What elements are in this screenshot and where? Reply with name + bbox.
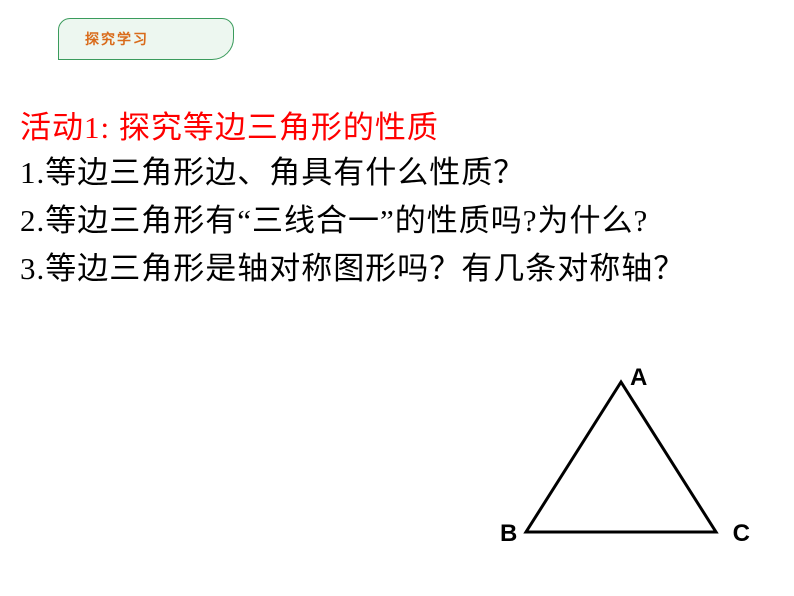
triangle-svg — [506, 372, 736, 552]
question-2: 2.等边三角形有“三线合一”的性质吗?为什么? — [20, 197, 774, 245]
activity-title: 活动1: 探究等边三角形的性质 — [20, 106, 774, 149]
vertex-label-b: B — [500, 520, 517, 548]
content-area: 活动1: 探究等边三角形的性质 1.等边三角形边、角具有什么性质？ 2.等边三角… — [20, 106, 774, 294]
vertex-label-a: A — [630, 364, 647, 392]
triangle-diagram: A B C — [506, 372, 736, 552]
vertex-label-c: C — [733, 520, 750, 548]
question-3: 3.等边三角形是轴对称图形吗？有几条对称轴？ — [20, 245, 774, 293]
triangle-shape — [526, 382, 716, 532]
question-1: 1.等边三角形边、角具有什么性质？ — [20, 149, 774, 197]
badge-label: 探究学习 — [85, 29, 149, 49]
badge-container: 探究学习 — [58, 18, 234, 60]
